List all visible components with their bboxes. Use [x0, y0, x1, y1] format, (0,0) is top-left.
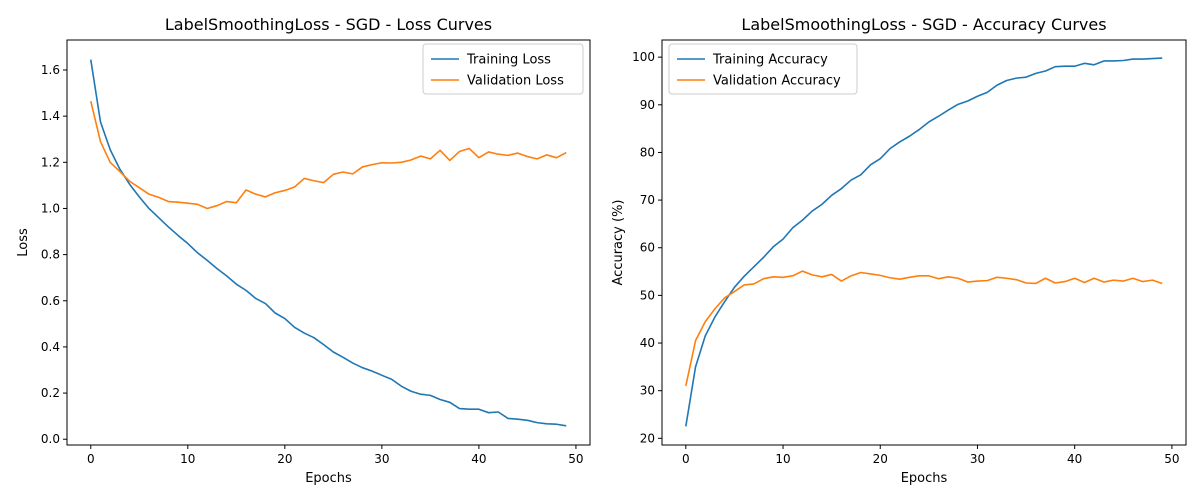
legend-entry: Validation Accuracy: [713, 74, 841, 89]
y-tick-label: 30: [640, 384, 655, 398]
y-tick-label: 1.0: [41, 201, 60, 215]
y-axis-label: Accuracy (%): [611, 200, 626, 286]
series-line-1: [89, 100, 567, 210]
y-tick-label: 0.2: [41, 386, 60, 400]
x-tick-label: 40: [1067, 452, 1082, 466]
y-tick-label: 1.6: [41, 63, 60, 77]
y-tick-label: 0.4: [41, 340, 60, 354]
y-tick-label: 60: [640, 241, 655, 255]
y-tick-label: 50: [640, 288, 655, 302]
y-tick-label: 40: [640, 336, 655, 350]
x-tick-label: 0: [87, 452, 95, 466]
y-tick-label: 0.0: [41, 432, 60, 446]
y-tick-label: 0.8: [41, 248, 60, 262]
legend-box: [422, 43, 584, 95]
x-tick-label: 10: [775, 452, 790, 466]
y-tick-label: 1.4: [41, 109, 60, 123]
x-tick-label: 0: [682, 452, 690, 466]
x-tick-label: 30: [970, 452, 985, 466]
legend: Training Loss Validation Loss: [422, 43, 584, 95]
x-tick-label: 20: [277, 452, 292, 466]
series-line-0: [685, 57, 1163, 427]
series-line-1: [685, 270, 1163, 387]
chart-title: LabelSmoothingLoss - SGD - Accuracy Curv…: [741, 15, 1106, 34]
y-tick-label: 0.6: [41, 294, 60, 308]
x-axis-label: Epochs: [901, 471, 948, 486]
series-line-0: [89, 59, 567, 427]
legend-entry: Training Loss: [466, 53, 551, 68]
x-tick-label: 40: [471, 452, 486, 466]
legend-entry: Training Accuracy: [712, 53, 828, 68]
y-tick-label: 70: [640, 193, 655, 207]
legend-box: [668, 43, 858, 95]
plot-frame: [661, 39, 1187, 446]
legend-entry: Validation Loss: [467, 74, 564, 89]
x-tick-label: 10: [180, 452, 195, 466]
y-tick-label: 90: [640, 98, 655, 112]
x-tick-label: 20: [873, 452, 888, 466]
plot-frame: [66, 39, 591, 446]
chart-title: LabelSmoothingLoss - SGD - Loss Curves: [165, 15, 492, 34]
x-tick-label: 50: [1164, 452, 1179, 466]
y-tick-label: 100: [632, 50, 655, 64]
legend: Training Accuracy Validation Accuracy: [668, 43, 858, 95]
x-tick-label: 30: [374, 452, 389, 466]
x-axis-label: Epochs: [305, 471, 352, 486]
y-tick-label: 20: [640, 431, 655, 445]
chart-0: LabelSmoothingLoss - SGD - Loss Curves 0 1…: [16, 15, 591, 486]
y-tick-label: 80: [640, 145, 655, 159]
x-tick-label: 50: [568, 452, 583, 466]
y-tick-label: 1.2: [41, 155, 60, 169]
chart-1: LabelSmoothingLoss - SGD - Accuracy Curv…: [611, 15, 1187, 486]
y-axis-label: Loss: [16, 228, 31, 257]
